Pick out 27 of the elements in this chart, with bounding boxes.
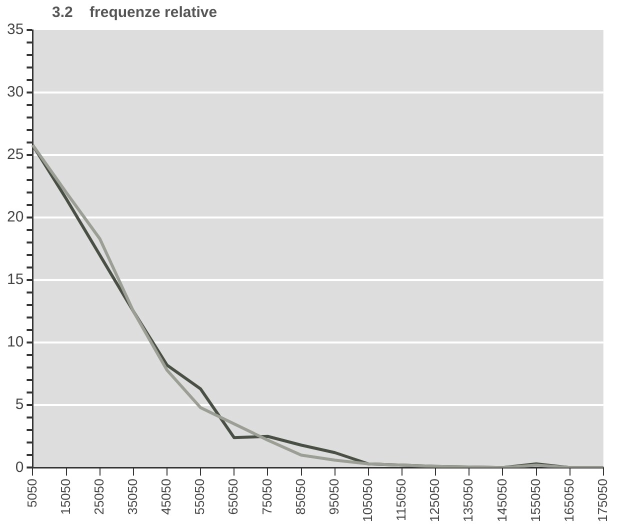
x-tick-label: 65050 xyxy=(226,478,241,515)
x-tick-label: 105050 xyxy=(360,478,375,522)
y-tick-label: 30 xyxy=(6,84,24,101)
y-tick-label: 0 xyxy=(15,458,24,476)
x-tick-label: 5050 xyxy=(24,478,40,508)
y-tick-label: 15 xyxy=(6,271,24,288)
y-tick-label: 25 xyxy=(6,146,24,164)
y-tick-label: 35 xyxy=(6,21,24,38)
x-tick-label: 15050 xyxy=(58,478,73,515)
x-tick-label: 45050 xyxy=(158,478,174,515)
x-tick-label: 85050 xyxy=(292,478,308,515)
y-tick-label: 20 xyxy=(6,208,24,226)
x-tick-label: 175050 xyxy=(594,478,610,522)
chart-title: 3.2 frequenze relative xyxy=(52,4,218,21)
x-tick-label: 25050 xyxy=(91,478,106,515)
x-tick-label: 35050 xyxy=(124,478,140,515)
x-tick-label: 55050 xyxy=(192,478,208,515)
x-tick-label: 165050 xyxy=(561,478,576,522)
x-tick-label: 145050 xyxy=(494,478,510,522)
x-tick-label: 95050 xyxy=(326,478,342,515)
y-tick-label: 5 xyxy=(15,396,24,414)
x-tick-label: 155050 xyxy=(528,478,543,522)
x-tick-label: 135050 xyxy=(460,478,476,522)
y-tick-label: 10 xyxy=(6,334,24,351)
x-tick-label: 115050 xyxy=(394,478,409,522)
x-tick-label: 125050 xyxy=(427,478,442,522)
x-tick-label: 75050 xyxy=(259,478,274,515)
